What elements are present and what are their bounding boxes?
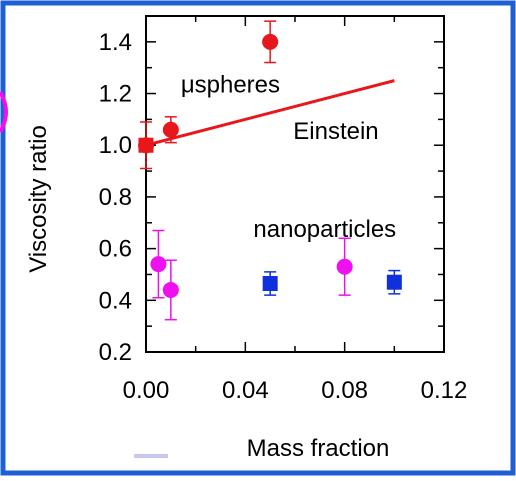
data-point-square (386, 274, 402, 290)
annotation-label: Einstein (293, 118, 378, 145)
x-tick-label: 0.12 (421, 377, 468, 404)
data-point-circle (162, 281, 179, 298)
data-point-square (138, 137, 154, 153)
annotation-label: μspheres (181, 71, 280, 98)
plot-area-border (145, 15, 445, 353)
x-tick-label: 0.00 (123, 377, 170, 404)
data-point-circle (162, 121, 179, 138)
x-tick-label: 0.04 (222, 377, 269, 404)
y-tick-label: 0.2 (99, 339, 132, 366)
y-tick-label: 1.0 (99, 132, 132, 159)
data-point-circle (336, 258, 353, 275)
x-tick-label: 0.08 (321, 377, 368, 404)
y-tick-label: 1.4 (99, 29, 132, 56)
y-tick-label: 1.2 (99, 81, 132, 108)
y-tick-label: 0.6 (99, 236, 132, 263)
data-point-circle (150, 256, 167, 273)
edge-arc-decoration (0, 90, 8, 134)
einstein-model-line (145, 79, 395, 147)
y-tick-label: 0.4 (99, 287, 132, 314)
y-axis-label: Viscosity ratio (25, 125, 52, 273)
data-point-square (262, 276, 278, 292)
annotation-label: nanoparticles (253, 216, 396, 243)
y-tick-label: 0.8 (99, 184, 132, 211)
x-axis-label: Mass fraction (247, 435, 390, 462)
data-point-circle (262, 33, 279, 50)
